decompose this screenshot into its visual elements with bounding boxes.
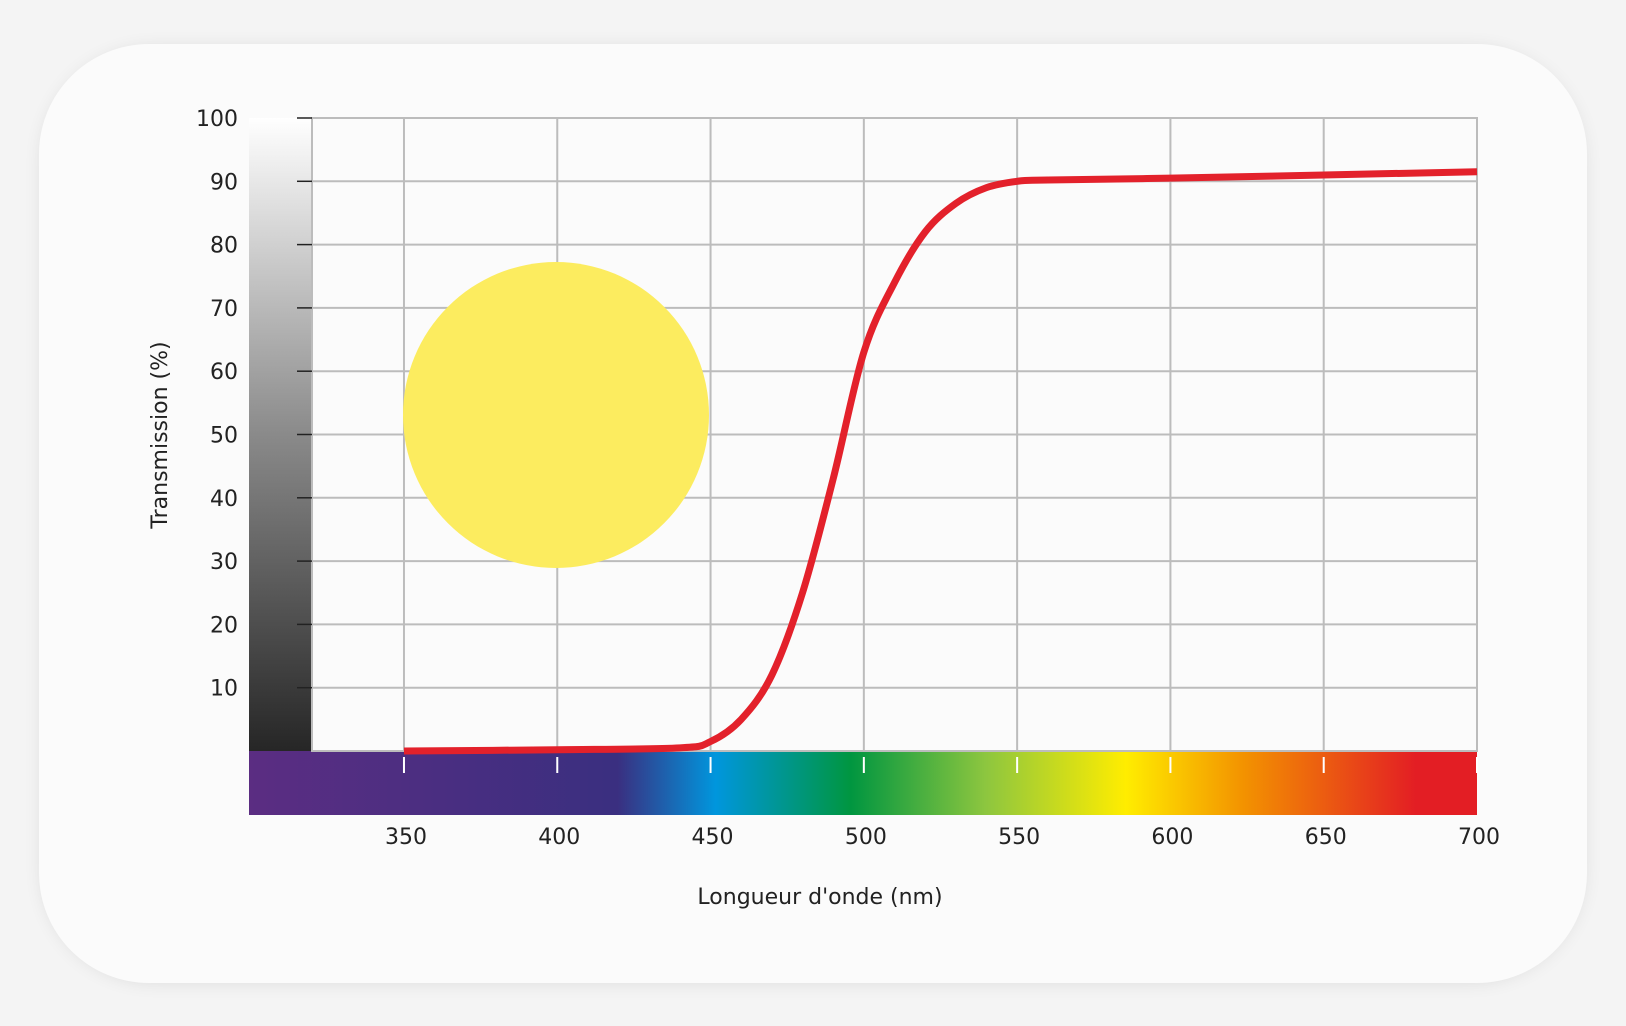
y-tick-label: 90 [210, 170, 238, 195]
y-tick-label: 50 [210, 424, 238, 449]
x-tick-label: 650 [1305, 825, 1347, 850]
y-axis-label: Transmission (%) [148, 341, 173, 529]
y-tick-label: 10 [210, 677, 238, 702]
y-tick-label: 40 [210, 487, 238, 512]
x-tick-label: 400 [538, 825, 580, 850]
y-tick-label: 60 [210, 360, 238, 385]
y-tick-label: 30 [210, 550, 238, 575]
x-tick-label: 350 [385, 825, 427, 850]
transmission-curve [403, 168, 1478, 755]
x-axis-label: Longueur d'onde (nm) [697, 885, 942, 910]
x-tick-label: 450 [692, 825, 734, 850]
y-tick-label: 100 [196, 107, 238, 132]
lens-color-swatch [403, 262, 709, 568]
x-tick-label: 600 [1151, 825, 1193, 850]
y-tick-label: 80 [210, 234, 238, 259]
x-tick-label: 500 [845, 825, 887, 850]
y-tick-label: 70 [210, 297, 238, 322]
x-tick-label: 700 [1458, 825, 1500, 850]
y-tick-label: 20 [210, 613, 238, 638]
x-tick-label: 550 [998, 825, 1040, 850]
